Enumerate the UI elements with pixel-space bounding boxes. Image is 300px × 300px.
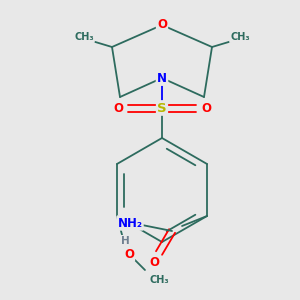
- Text: S: S: [157, 101, 167, 115]
- Text: H: H: [121, 236, 129, 246]
- Text: N: N: [157, 71, 167, 85]
- Text: O: O: [157, 19, 167, 32]
- Text: CH₃: CH₃: [149, 275, 169, 285]
- Text: O: O: [113, 101, 123, 115]
- Text: N: N: [157, 71, 167, 85]
- Text: O: O: [201, 101, 211, 115]
- Text: O: O: [124, 248, 134, 260]
- Text: CH₃: CH₃: [230, 32, 250, 42]
- Text: NH₂: NH₂: [118, 217, 142, 230]
- Text: O: O: [149, 256, 159, 269]
- Text: CH₃: CH₃: [74, 32, 94, 42]
